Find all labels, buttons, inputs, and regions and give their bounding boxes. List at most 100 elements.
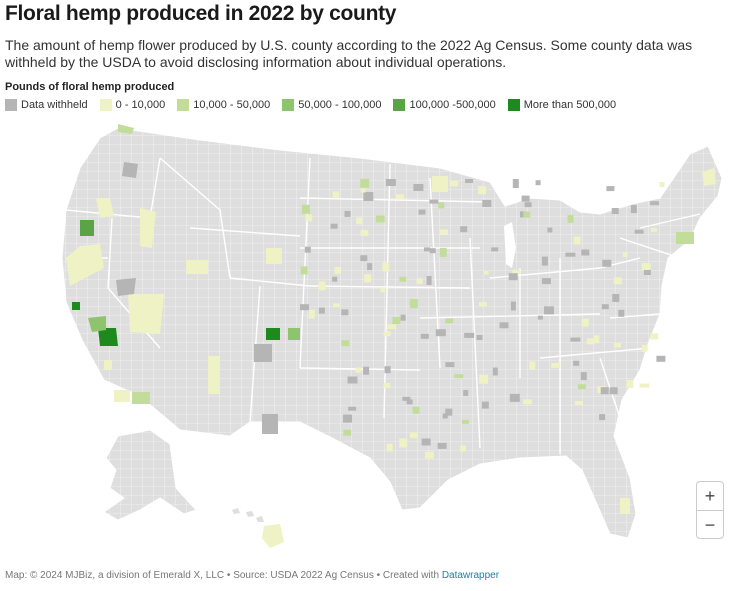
county-patch: [537, 315, 543, 320]
county-highlight: [432, 176, 448, 192]
county-highlight: [186, 260, 208, 274]
county-patch: [529, 361, 536, 370]
county-patch: [622, 252, 628, 258]
county-patch: [440, 229, 448, 235]
county-patch: [399, 438, 408, 448]
county-patch: [445, 408, 453, 416]
county-highlight: [266, 328, 280, 340]
county-patch: [459, 445, 466, 452]
county-patch: [643, 269, 651, 275]
county-patch: [581, 318, 589, 327]
county-patch: [343, 414, 352, 423]
legend-swatch: [507, 99, 520, 111]
county-highlight: [72, 302, 80, 310]
county-patch: [481, 401, 489, 409]
datawrapper-link[interactable]: Datawrapper: [441, 570, 500, 581]
map-footer: Map: © 2024 MJBiz, a division of Emerald…: [5, 570, 499, 581]
county-patch: [491, 247, 499, 252]
county-patch: [424, 247, 430, 252]
county-patch: [437, 442, 447, 449]
county-patch: [573, 360, 580, 366]
legend-swatch: [5, 99, 17, 111]
county-patch: [347, 376, 358, 384]
county-highlight: [676, 232, 694, 244]
legend-item-500000-plus: More than 500,000: [507, 99, 617, 111]
legend-swatch: [282, 99, 295, 111]
county-highlight: [114, 390, 130, 402]
map-svg[interactable]: [0, 118, 741, 568]
county-patch: [650, 333, 659, 340]
county-highlight: [88, 316, 106, 332]
county-patch: [570, 337, 581, 342]
county-patch: [482, 200, 492, 207]
county-patch: [305, 214, 313, 222]
county-patch: [580, 372, 587, 381]
county-patch: [612, 294, 620, 302]
county-patch: [360, 230, 369, 237]
county-patch: [300, 304, 309, 311]
zoom-out-button[interactable]: −: [704, 514, 716, 535]
county-highlight: [262, 414, 278, 434]
county-patch: [499, 322, 509, 329]
county-patch: [332, 303, 340, 308]
county-patch: [460, 226, 468, 233]
county-patch: [355, 367, 362, 373]
us-county-map[interactable]: [0, 118, 741, 568]
county-patch: [300, 266, 308, 275]
county-patch: [360, 255, 368, 262]
county-patch: [535, 180, 541, 186]
county-patch: [341, 309, 349, 316]
map-title: Floral hemp produced in 2022 by county: [5, 2, 397, 25]
county-highlight: [128, 294, 164, 334]
county-patch: [508, 273, 518, 281]
county-patch: [439, 247, 447, 257]
county-patch: [573, 236, 581, 245]
county-patch: [400, 314, 406, 321]
county-patch: [581, 249, 590, 256]
county-patch: [301, 204, 310, 214]
hawaii-shape: [232, 508, 284, 548]
county-patch: [510, 301, 516, 311]
county-patch: [650, 201, 660, 206]
county-patch: [512, 269, 521, 274]
county-patch: [547, 227, 553, 233]
county-patch: [541, 256, 548, 266]
county-highlight: [702, 168, 716, 186]
county-highlight: [98, 328, 118, 346]
legend-label: 100,000 -500,000: [409, 99, 496, 111]
county-highlight: [140, 208, 156, 248]
county-patch: [380, 287, 386, 293]
county-patch: [382, 262, 390, 272]
county-patch: [512, 179, 519, 188]
county-patch: [429, 248, 436, 254]
county-patch: [609, 387, 618, 395]
county-patch: [656, 355, 666, 362]
county-patch: [565, 252, 576, 257]
county-patch: [478, 186, 487, 195]
county-patch: [606, 186, 615, 192]
legend: Data withheld 0 - 10,000 10,000 - 50,000…: [5, 99, 740, 111]
legend-label: More than 500,000: [523, 99, 617, 111]
legend-swatch: [99, 99, 112, 111]
county-patch: [363, 366, 370, 375]
county-patch: [454, 374, 464, 379]
county-patch: [492, 367, 498, 376]
county-patch: [522, 399, 532, 405]
county-patch: [634, 229, 644, 234]
county-patch: [462, 419, 469, 424]
county-patch: [364, 274, 372, 283]
county-patch: [611, 208, 619, 214]
county-patch: [334, 267, 341, 274]
county-patch: [395, 194, 405, 200]
legend-title: Pounds of floral hemp produced: [5, 81, 175, 93]
zoom-control: + −: [696, 481, 724, 539]
county-highlight: [104, 360, 112, 370]
county-patch: [420, 333, 429, 339]
county-patch: [483, 270, 489, 275]
legend-label: 10,000 - 50,000: [193, 99, 271, 111]
county-highlight: [118, 124, 134, 134]
county-patch: [413, 184, 424, 191]
county-highlight: [66, 244, 104, 286]
zoom-in-button[interactable]: +: [697, 482, 723, 511]
county-patch: [387, 324, 396, 330]
